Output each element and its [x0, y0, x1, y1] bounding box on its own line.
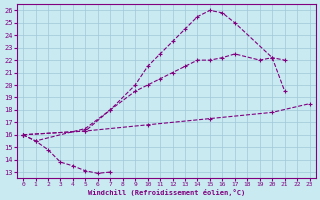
X-axis label: Windchill (Refroidissement éolien,°C): Windchill (Refroidissement éolien,°C)	[88, 189, 245, 196]
